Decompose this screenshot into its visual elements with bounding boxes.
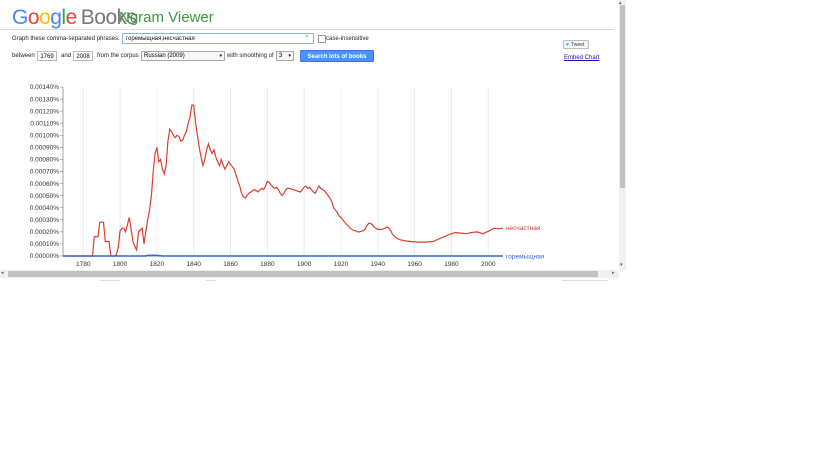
y-tick-label: 0.00090%	[30, 145, 59, 152]
phrases-input[interactable]: горемыщная,несчастная	[122, 33, 314, 44]
case-insensitive-checkbox[interactable]	[318, 35, 326, 43]
smoothing-value: 3	[279, 53, 283, 59]
y-tick-label: 0.00030%	[30, 217, 59, 224]
y-tick-label: 0.00050%	[30, 193, 59, 200]
smoothing-select[interactable]: 3 ▾	[276, 51, 294, 61]
embed-chart-link[interactable]: Embed Chart	[564, 55, 600, 61]
y-tick-label: 0.00080%	[30, 157, 59, 164]
y-tick-label: 0.00000%	[30, 253, 59, 260]
x-tick-label: 1980	[444, 261, 459, 268]
end-year-input[interactable]: 2008	[73, 51, 93, 61]
logo-letter: o	[27, 6, 40, 29]
smoothing-label: with smoothing of	[227, 53, 274, 59]
x-tick-label: 1900	[297, 261, 312, 268]
y-tick-label: 0.00020%	[30, 229, 59, 236]
x-tick-label: 1940	[371, 261, 386, 268]
x-tick-label: 1800	[113, 261, 128, 268]
y-tick-label: 0.00130%	[30, 96, 59, 103]
chevron-down-icon: ▾	[219, 53, 222, 59]
y-tick-label: 0.00100%	[30, 132, 59, 139]
logo-letter: G	[12, 6, 28, 29]
twitter-bird-icon: ♥	[566, 42, 569, 48]
series-line	[63, 254, 503, 257]
scroll-left-arrow-icon[interactable]: ◂	[1, 270, 4, 276]
y-tick-label: 0.00070%	[30, 169, 59, 176]
logo-letter: e	[65, 6, 78, 29]
y-tick-label: 0.00140%	[30, 84, 59, 91]
y-tick-label: 0.00010%	[30, 241, 59, 248]
corpus-label: from the corpus	[97, 53, 139, 59]
series-label: несчастная	[506, 225, 541, 232]
logo-books-text: Books	[80, 6, 137, 29]
x-tick-label: 1920	[334, 261, 349, 268]
start-year-input[interactable]: 1769	[37, 51, 57, 61]
and-label: and	[61, 53, 72, 59]
divider	[206, 280, 216, 281]
corpus-select[interactable]: Russian (2009) ▾	[141, 51, 225, 61]
vertical-scroll-thumb[interactable]	[620, 5, 625, 188]
scroll-up-arrow-icon[interactable]: ▴	[619, 0, 622, 6]
y-tick-label: 0.00110%	[30, 120, 59, 127]
tweet-button[interactable]: ♥ Tweet	[563, 40, 589, 49]
tweet-label: Tweet	[570, 42, 585, 48]
search-button[interactable]: Search lots of books	[300, 50, 374, 62]
corpus-value: Russian (2009)	[144, 53, 185, 59]
x-tick-label: 2000	[481, 261, 496, 268]
series-line	[63, 104, 504, 257]
y-tick-label: 0.00120%	[30, 108, 59, 115]
x-tick-label: 1840	[186, 261, 201, 268]
google-books-logo[interactable]: Google Books	[12, 6, 137, 30]
divider	[100, 280, 120, 281]
between-label: between	[12, 53, 35, 59]
scroll-down-arrow-icon[interactable]: ▾	[620, 262, 623, 268]
y-tick-label: 0.00040%	[30, 205, 59, 212]
x-tick-label: 1880	[260, 261, 275, 268]
horizontal-scroll-thumb[interactable]	[8, 271, 598, 277]
y-tick-label: 0.00060%	[30, 181, 59, 188]
x-tick-label: 1860	[223, 261, 238, 268]
x-tick-label: 1820	[150, 261, 165, 268]
logo-letter: l	[61, 6, 66, 29]
clear-icon[interactable]: ×	[305, 34, 309, 40]
case-insensitive-label: case-insensitive	[326, 36, 369, 42]
ngram-chart: 1780 1800 1820 1840 1860 1880 1900 1920 1940 1960…	[30, 84, 545, 268]
series-label: горемыщная	[506, 254, 545, 261]
x-tick-label: 1960	[407, 261, 422, 268]
scroll-right-arrow-icon[interactable]: ▸	[612, 270, 615, 276]
app-title: Ngram Viewer	[119, 9, 214, 26]
logo-letter: g	[50, 6, 62, 29]
ngram-viewer-window: Google Books Ngram Viewer Graph these com…	[0, 0, 626, 278]
chevron-down-icon: ▾	[288, 53, 291, 59]
header-divider	[0, 29, 614, 30]
x-tick-label: 1780	[76, 261, 91, 268]
phrases-label: Graph these comma-separated phrases:	[12, 36, 120, 42]
divider	[562, 280, 608, 281]
logo-letter: o	[39, 6, 51, 29]
